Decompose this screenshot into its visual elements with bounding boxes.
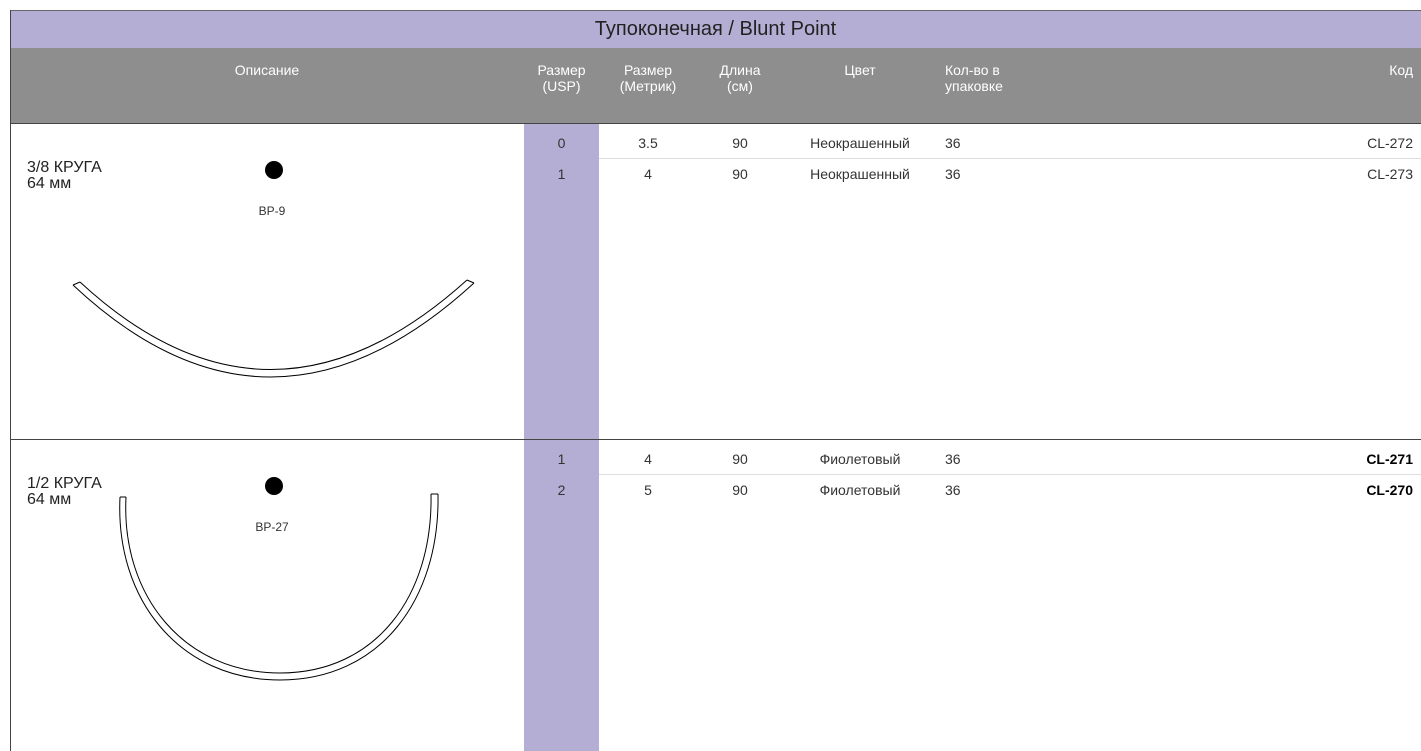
cell-length: 90 bbox=[732, 166, 748, 182]
cell-color: Фиолетовый bbox=[819, 482, 901, 498]
header-usp-line: Размер bbox=[537, 62, 586, 78]
header-qty: Кол-во в упаковке bbox=[945, 62, 1045, 94]
needle-ends bbox=[72, 279, 475, 286]
needle-shape: 1/2 КРУГА bbox=[27, 475, 102, 492]
left-border bbox=[10, 10, 11, 751]
title-bar bbox=[10, 10, 1421, 49]
cell-code: CL-271 bbox=[1366, 451, 1413, 467]
cell-usp: 0 bbox=[557, 135, 566, 151]
header-description: Описание bbox=[234, 62, 300, 78]
header-length-line: (см) bbox=[727, 78, 753, 94]
needle-code: BP-27 bbox=[255, 520, 289, 534]
cell-code: CL-270 bbox=[1366, 482, 1413, 498]
needle-curve bbox=[119, 493, 439, 681]
header-qty-line: упаковке bbox=[945, 78, 1003, 94]
cell-metric: 5 bbox=[644, 482, 652, 498]
needle-code: BP-9 bbox=[258, 204, 286, 218]
needle-ends bbox=[120, 493, 438, 498]
header-metric-line: Размер bbox=[623, 62, 673, 78]
needle-curve bbox=[72, 282, 475, 378]
cell-qty: 36 bbox=[945, 166, 961, 182]
cell-usp: 2 bbox=[557, 482, 566, 498]
header-usp: Размер (USP) bbox=[524, 62, 599, 94]
cell-metric: 4 bbox=[644, 451, 652, 467]
header-length-line: Длина bbox=[719, 62, 761, 78]
needle-point-icon bbox=[265, 477, 283, 495]
needle-shape: 3/8 КРУГА bbox=[27, 159, 102, 176]
cell-metric: 3.5 bbox=[638, 135, 658, 151]
header-metric-line: (Метрик) bbox=[619, 78, 677, 94]
needle-curve bbox=[125, 493, 432, 674]
header-metric: Размер (Метрик) bbox=[605, 62, 691, 94]
cell-length: 90 bbox=[732, 135, 748, 151]
section-divider bbox=[10, 123, 1421, 124]
title: Тупоконечная / Blunt Point bbox=[594, 18, 837, 40]
needle-shape: 64 мм bbox=[27, 175, 72, 192]
header-bar bbox=[10, 48, 1421, 123]
needle-shape: 64 мм bbox=[27, 491, 72, 508]
cell-qty: 36 bbox=[945, 135, 961, 151]
cell-usp: 1 bbox=[557, 166, 566, 182]
cell-qty: 36 bbox=[945, 482, 961, 498]
row-divider bbox=[599, 474, 1421, 475]
cell-usp: 1 bbox=[557, 451, 566, 467]
cell-color: Фиолетовый bbox=[819, 451, 901, 467]
row-divider bbox=[599, 158, 1421, 159]
cell-color: Неокрашенный bbox=[810, 166, 910, 182]
header-usp-line: (USP) bbox=[542, 78, 581, 94]
cell-length: 90 bbox=[732, 482, 748, 498]
cell-code: CL-273 bbox=[1367, 166, 1413, 182]
cell-metric: 4 bbox=[644, 166, 652, 182]
cell-color: Неокрашенный bbox=[810, 135, 910, 151]
cell-qty: 36 bbox=[945, 451, 961, 467]
header-code: Код bbox=[1389, 62, 1413, 78]
section-divider bbox=[10, 439, 1421, 440]
usp-column-band bbox=[524, 124, 599, 751]
header-length: Длина (см) bbox=[700, 62, 780, 94]
needle-curve bbox=[79, 279, 468, 370]
needle-point-icon bbox=[265, 161, 283, 179]
cell-code: CL-272 bbox=[1367, 135, 1413, 151]
header-qty-line: Кол-во в bbox=[945, 62, 1000, 78]
header-color: Цвет bbox=[844, 62, 876, 78]
cell-length: 90 bbox=[732, 451, 748, 467]
